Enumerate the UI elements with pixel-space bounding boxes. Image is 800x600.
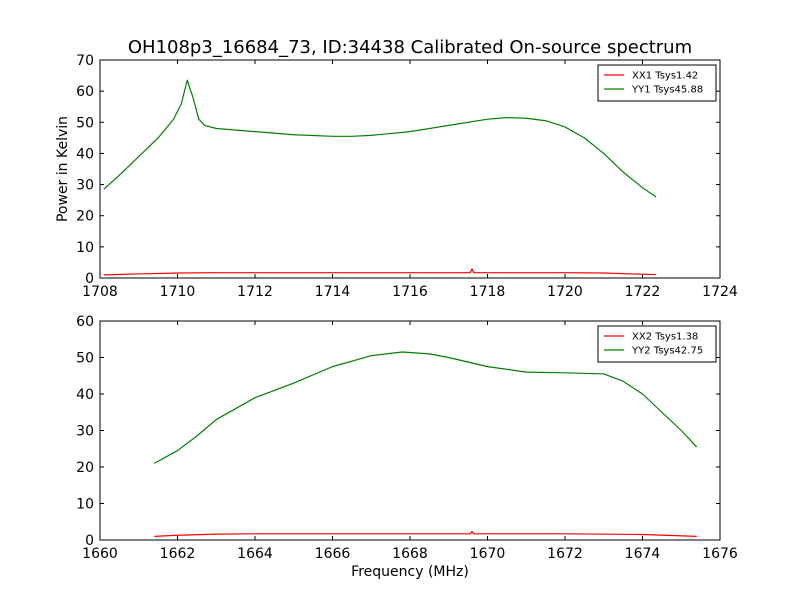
legend-box xyxy=(597,64,717,102)
y-tick-label: 20 xyxy=(76,209,94,225)
series-line-1 xyxy=(154,531,697,537)
x-tick-label: 1672 xyxy=(547,546,583,562)
x-tick-label: 1722 xyxy=(625,284,661,300)
x-axis-label: Frequency (MHz) xyxy=(351,564,469,580)
top-panel: 1708 1710 1712 1714 1716 1718 1720 1722 1724 0 10 2… xyxy=(55,53,738,300)
legend-label: XX1 Tsys1.42 xyxy=(632,71,698,82)
y-tick-label: 60 xyxy=(76,314,94,330)
legend-label: YY1 Tsys45.88 xyxy=(631,85,703,96)
legend: XX2 Tsys1.38 YY2 Tsys42.75 xyxy=(597,325,717,363)
y-tick-label: 0 xyxy=(85,533,94,549)
y-tick-label: 30 xyxy=(76,424,94,440)
y-tick-label: 60 xyxy=(76,84,94,100)
legend-label: XX2 Tsys1.38 xyxy=(632,332,698,343)
legend-box xyxy=(597,325,717,363)
y-tick-label: 70 xyxy=(76,53,94,69)
legend: XX1 Tsys1.42 YY1 Tsys45.88 xyxy=(597,64,717,102)
bottom-panel: 1660 1662 1664 1666 1668 1670 1672 1674 1676 0 10 2… xyxy=(76,314,738,580)
y-axis-label: Power in Kelvin xyxy=(55,116,71,222)
x-tick-label: 1670 xyxy=(470,546,506,562)
x-tick-label: 1714 xyxy=(315,284,351,300)
y-tick-label: 40 xyxy=(76,387,94,403)
x-tick-label: 1720 xyxy=(547,284,583,300)
x-tick-label: 1664 xyxy=(237,546,273,562)
y-tick-label: 30 xyxy=(76,178,94,194)
y-tick-label: 40 xyxy=(76,146,94,162)
x-tick-label: 1676 xyxy=(702,546,738,562)
series-line-1 xyxy=(103,268,657,276)
legend-label: YY2 Tsys42.75 xyxy=(631,346,703,357)
y-tick-label: 50 xyxy=(76,115,94,131)
x-tick-label: 1716 xyxy=(392,284,428,300)
figure-title: OH108p3_16684_73, ID:34438 Calibrated On… xyxy=(128,37,692,58)
series-line-2 xyxy=(103,79,657,198)
y-tick-label: 10 xyxy=(76,497,94,513)
x-tick-label: 1674 xyxy=(625,546,661,562)
y-tick-label: 20 xyxy=(76,460,94,476)
x-tick-label: 1660 xyxy=(82,546,118,562)
y-tick-label: 10 xyxy=(76,240,94,256)
x-tick-label: 1724 xyxy=(702,284,738,300)
x-tick-label: 1666 xyxy=(315,546,351,562)
x-tick-label: 1662 xyxy=(160,546,196,562)
x-tick-label: 1708 xyxy=(82,284,118,300)
x-tick-label: 1712 xyxy=(237,284,273,300)
x-tick-label: 1668 xyxy=(392,546,428,562)
x-tick-label: 1718 xyxy=(470,284,506,300)
y-tick-label: 50 xyxy=(76,351,94,367)
y-tick-label: 0 xyxy=(85,271,94,287)
x-tick-label: 1710 xyxy=(160,284,196,300)
series-line-2 xyxy=(153,351,698,464)
